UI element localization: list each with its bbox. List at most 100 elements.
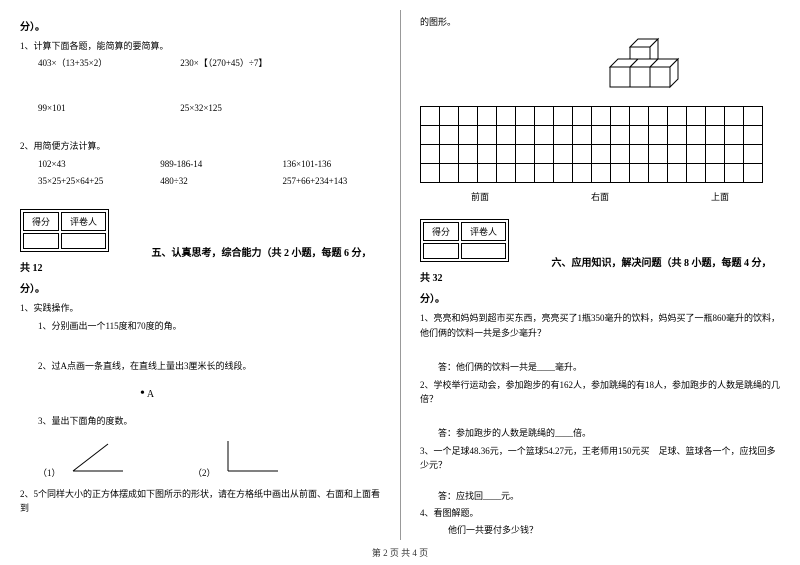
- grid-cell[interactable]: [496, 106, 516, 126]
- grid-cell[interactable]: [724, 144, 744, 164]
- grid-cell[interactable]: [629, 125, 649, 145]
- section-6-fen: 分）。: [420, 290, 780, 305]
- score-cell-2[interactable]: [61, 233, 106, 249]
- grid-cell[interactable]: [705, 163, 725, 183]
- grid-cell[interactable]: [743, 144, 763, 164]
- right-top: 的图形。: [420, 15, 780, 29]
- answer-grid[interactable]: [420, 106, 780, 182]
- grid-cell[interactable]: [610, 163, 630, 183]
- point-a: A: [140, 386, 380, 402]
- grid-cell[interactable]: [724, 106, 744, 126]
- grid-cell[interactable]: [667, 106, 687, 126]
- grid-cell[interactable]: [534, 144, 554, 164]
- grid-cell[interactable]: [553, 106, 573, 126]
- grid-cell[interactable]: [724, 163, 744, 183]
- grid-cell[interactable]: [686, 106, 706, 126]
- grid-cell[interactable]: [591, 106, 611, 126]
- score-head-1: 得分: [23, 212, 59, 231]
- grid-cell[interactable]: [686, 125, 706, 145]
- grid-cell[interactable]: [572, 125, 592, 145]
- grid-cell[interactable]: [515, 125, 535, 145]
- grid-cell[interactable]: [572, 163, 592, 183]
- grid-cell[interactable]: [420, 163, 440, 183]
- p2: 2、5个同样大小的正方体摆成如下图所示的形状，请在方格纸中画出从前面、右面和上面…: [20, 487, 380, 516]
- grid-cell[interactable]: [724, 125, 744, 145]
- grid-cell[interactable]: [667, 163, 687, 183]
- grid-cell[interactable]: [477, 144, 497, 164]
- score-head-1b: 得分: [423, 222, 459, 241]
- grid-cell[interactable]: [534, 125, 554, 145]
- grid-cell[interactable]: [477, 125, 497, 145]
- grid-cell[interactable]: [686, 163, 706, 183]
- grid-cell[interactable]: [648, 125, 668, 145]
- grid-cell[interactable]: [515, 106, 535, 126]
- r1: 1、亮亮和妈妈到超市买东西，亮亮买了1瓶350毫升的饮料，妈妈买了一瓶860毫升…: [420, 311, 780, 340]
- grid-cell[interactable]: [496, 163, 516, 183]
- grid-cell[interactable]: [629, 144, 649, 164]
- grid-cell[interactable]: [648, 163, 668, 183]
- grid-cell[interactable]: [629, 163, 649, 183]
- angle-1-svg: [63, 436, 133, 476]
- q1a: 403×（13+35×2）: [38, 56, 178, 70]
- grid-cell[interactable]: [439, 125, 459, 145]
- grid-cell[interactable]: [553, 163, 573, 183]
- grid-cell[interactable]: [591, 144, 611, 164]
- grid-cell[interactable]: [591, 125, 611, 145]
- q2f: 257+66+234+143: [283, 176, 348, 186]
- q2e: 480÷32: [160, 174, 280, 188]
- grid-cell[interactable]: [705, 106, 725, 126]
- grid-cell[interactable]: [648, 144, 668, 164]
- grid-cell[interactable]: [439, 106, 459, 126]
- grid-cell[interactable]: [439, 144, 459, 164]
- grid-cell[interactable]: [572, 106, 592, 126]
- grid-cell[interactable]: [515, 144, 535, 164]
- grid-cell[interactable]: [496, 125, 516, 145]
- grid-cell[interactable]: [458, 125, 478, 145]
- q1-row1: 403×（13+35×2） 230×【（270+45）÷7】: [38, 56, 380, 70]
- grid-cell[interactable]: [629, 106, 649, 126]
- grid-cell[interactable]: [705, 125, 725, 145]
- grid-cell[interactable]: [705, 144, 725, 164]
- score-cell-1b[interactable]: [423, 243, 459, 259]
- q2-row2: 35×25+25×64+25 480÷32 257+66+234+143: [38, 174, 380, 188]
- grid-cell[interactable]: [610, 144, 630, 164]
- grid-cell[interactable]: [458, 106, 478, 126]
- grid-cell[interactable]: [610, 106, 630, 126]
- grid-cell[interactable]: [553, 125, 573, 145]
- r2: 2、学校举行运动会，参加跑步的有162人，参加跳绳的有18人，参加跑步的人数是跳…: [420, 378, 780, 407]
- grid-cell[interactable]: [439, 163, 459, 183]
- r2ans: 答：参加跑步的人数是跳绳的____倍。: [438, 426, 780, 440]
- grid-cell[interactable]: [591, 163, 611, 183]
- grid-cell[interactable]: [515, 163, 535, 183]
- q1: 1、计算下面各题，能简算的要简算。: [20, 39, 380, 53]
- grid-cell[interactable]: [667, 125, 687, 145]
- r3: 3、一个足球48.36元，一个篮球54.27元，王老师用150元买 足球、篮球各…: [420, 444, 780, 473]
- grid-label-top: 上面: [711, 190, 729, 203]
- p1: 1、实践操作。: [20, 301, 380, 315]
- grid-cell[interactable]: [477, 163, 497, 183]
- grid-cell[interactable]: [610, 125, 630, 145]
- grid-cell[interactable]: [686, 144, 706, 164]
- grid-label-right: 右面: [591, 190, 609, 203]
- score-cell-2b[interactable]: [461, 243, 506, 259]
- grid-cell[interactable]: [458, 144, 478, 164]
- cube-svg: [600, 35, 690, 95]
- section-5-fen: 分）。: [20, 280, 380, 295]
- grid-cell[interactable]: [458, 163, 478, 183]
- grid-cell[interactable]: [420, 144, 440, 164]
- grid-cell[interactable]: [667, 144, 687, 164]
- grid-cell[interactable]: [534, 106, 554, 126]
- grid-cell[interactable]: [496, 144, 516, 164]
- grid-cell[interactable]: [648, 106, 668, 126]
- grid-cell[interactable]: [743, 163, 763, 183]
- grid-cell[interactable]: [420, 106, 440, 126]
- grid-cell[interactable]: [553, 144, 573, 164]
- q2-row1: 102×43 989-186-14 136×101-136: [38, 157, 380, 171]
- score-cell-1[interactable]: [23, 233, 59, 249]
- grid-cell[interactable]: [743, 125, 763, 145]
- grid-cell[interactable]: [420, 125, 440, 145]
- grid-cell[interactable]: [477, 106, 497, 126]
- grid-cell[interactable]: [572, 144, 592, 164]
- grid-cell[interactable]: [534, 163, 554, 183]
- grid-cell[interactable]: [743, 106, 763, 126]
